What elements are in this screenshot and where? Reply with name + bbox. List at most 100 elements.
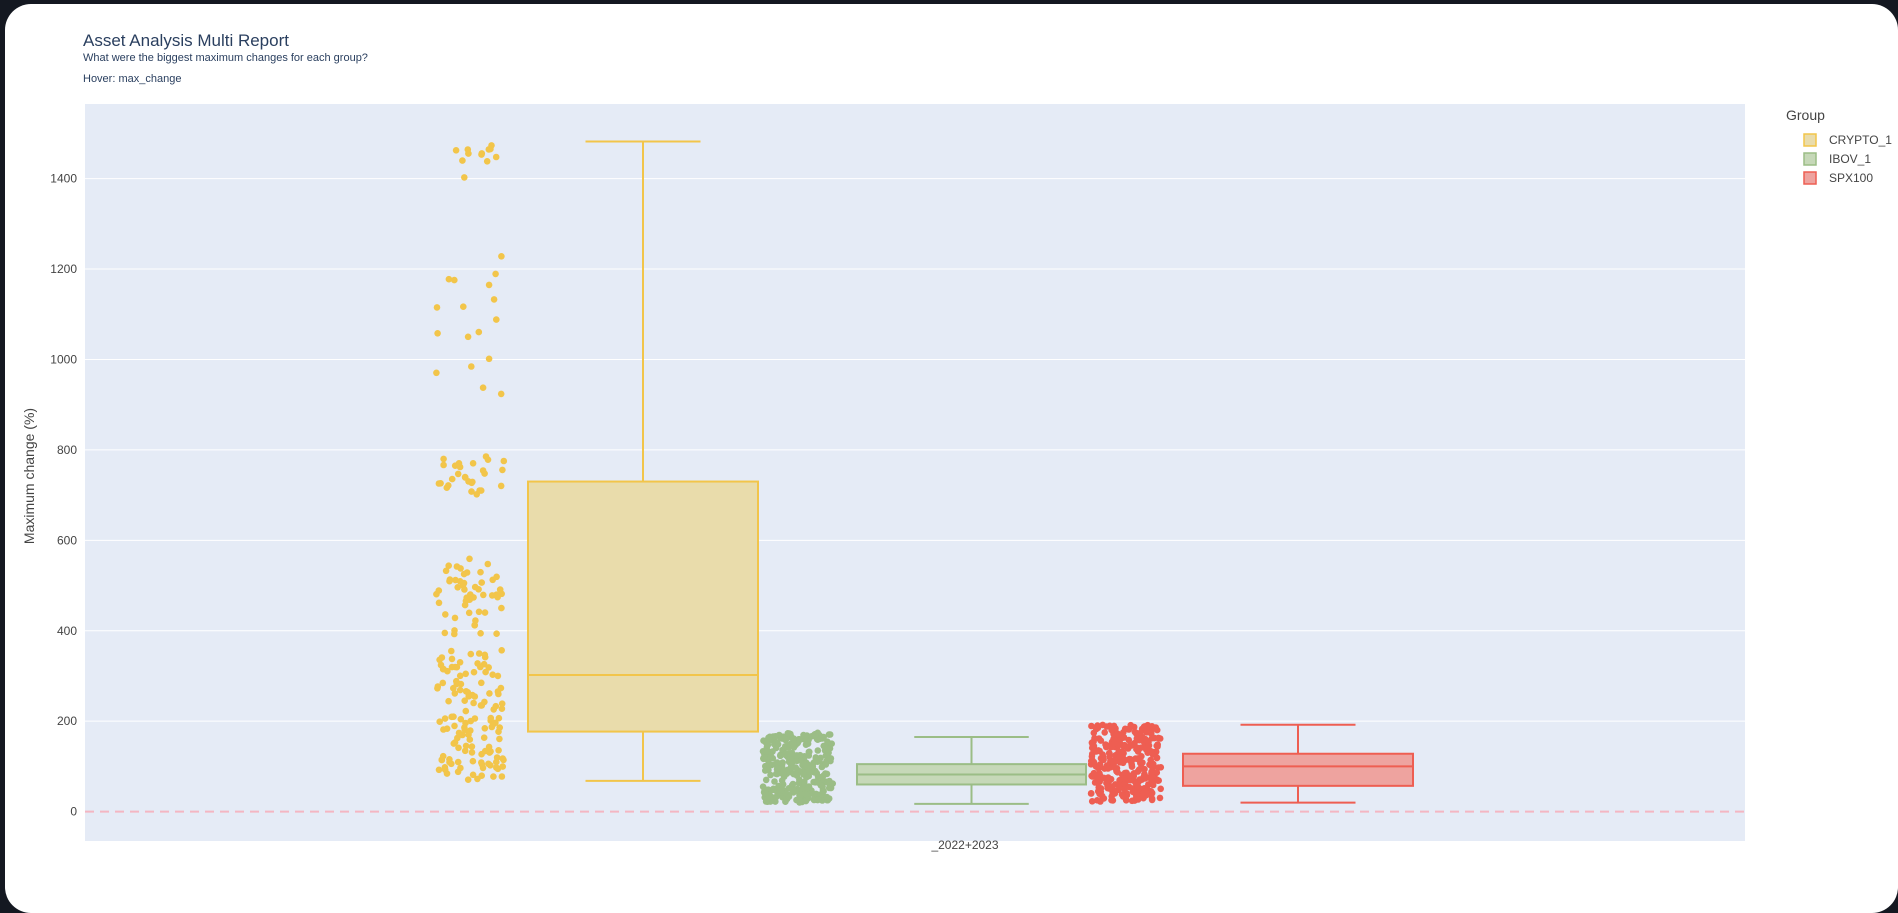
- data-point: [1143, 789, 1150, 796]
- data-point: [474, 660, 481, 667]
- data-point: [781, 743, 789, 750]
- hover-note: Hover: max_change: [83, 73, 181, 85]
- data-point: [793, 752, 801, 759]
- data-point: [805, 768, 812, 775]
- y-tick-label: 1200: [50, 262, 77, 276]
- data-point: [1115, 747, 1122, 755]
- data-point: [470, 699, 477, 707]
- data-point: [498, 253, 505, 260]
- legend-label: IBOV_1: [1829, 152, 1871, 166]
- data-point: [1087, 790, 1095, 797]
- data-point: [1100, 756, 1107, 764]
- data-point: [442, 567, 450, 575]
- data-point: [773, 770, 781, 778]
- data-point: [485, 743, 493, 751]
- data-point: [763, 796, 771, 803]
- data-point: [777, 734, 784, 741]
- data-point: [466, 555, 473, 563]
- data-point: [1108, 796, 1115, 804]
- data-point: [811, 730, 819, 738]
- data-point: [481, 698, 488, 706]
- data-point: [445, 697, 452, 705]
- data-point: [460, 579, 468, 587]
- data-point: [457, 715, 465, 723]
- data-point: [460, 570, 468, 578]
- data-point: [770, 786, 777, 793]
- data-point: [461, 601, 469, 609]
- data-point: [485, 355, 493, 363]
- data-point: [762, 776, 770, 784]
- data-point: [462, 719, 469, 727]
- data-point: [777, 752, 784, 759]
- data-point: [468, 479, 476, 487]
- x-tick-label: _2022+2023: [930, 838, 998, 852]
- data-point: [457, 764, 464, 772]
- data-point: [481, 470, 488, 477]
- data-point: [456, 686, 464, 694]
- data-point: [481, 609, 489, 616]
- data-point: [439, 679, 447, 687]
- chart-subtitle: What were the biggest maximum changes fo…: [83, 52, 368, 64]
- data-point: [814, 778, 821, 785]
- legend-swatch: [1803, 133, 1817, 147]
- data-point: [459, 157, 466, 164]
- data-point: [475, 586, 482, 593]
- data-point: [1104, 765, 1112, 772]
- data-point: [450, 713, 457, 720]
- data-point: [1126, 783, 1133, 791]
- data-point: [1129, 788, 1137, 796]
- data-point: [489, 721, 497, 728]
- data-point: [793, 772, 801, 779]
- data-point: [453, 677, 460, 685]
- box-body: [1182, 752, 1414, 787]
- data-point: [1156, 794, 1164, 802]
- data-point: [468, 363, 475, 370]
- data-point: [796, 736, 803, 743]
- data-point: [1134, 730, 1141, 737]
- data-point: [461, 586, 468, 593]
- data-point: [498, 700, 506, 707]
- data-point: [477, 630, 484, 637]
- data-point: [464, 776, 472, 783]
- data-point: [456, 659, 464, 666]
- data-point: [764, 741, 772, 749]
- box-plot-chart[interactable]: Asset Analysis Multi Report What were th…: [5, 4, 1898, 913]
- data-point: [455, 744, 462, 752]
- data-point: [497, 390, 505, 398]
- data-point: [461, 747, 469, 755]
- data-point: [492, 153, 500, 161]
- data-point: [498, 604, 505, 612]
- data-point: [462, 707, 470, 715]
- data-point: [774, 765, 782, 772]
- data-point: [824, 745, 832, 753]
- data-point: [772, 733, 779, 740]
- data-point: [496, 586, 504, 593]
- data-point: [773, 793, 780, 801]
- data-point: [1128, 742, 1135, 749]
- data-point: [791, 788, 799, 795]
- data-point: [1091, 734, 1098, 742]
- data-point: [478, 579, 486, 586]
- data-point: [1121, 725, 1129, 733]
- data-point: [461, 697, 469, 704]
- chart-card: Asset Analysis Multi Report What were th…: [5, 4, 1898, 913]
- data-point: [450, 740, 458, 747]
- data-point: [454, 584, 462, 591]
- data-point: [1110, 759, 1118, 767]
- data-point: [461, 174, 468, 181]
- data-point: [478, 772, 486, 779]
- series-crypto-1: [433, 140, 759, 783]
- box-body: [527, 480, 759, 733]
- data-point: [793, 796, 800, 804]
- data-point: [1116, 759, 1124, 766]
- data-point: [433, 369, 440, 377]
- data-point: [499, 763, 507, 770]
- y-tick-label: 400: [57, 624, 77, 638]
- data-point: [440, 461, 447, 469]
- data-point: [826, 777, 833, 785]
- data-point: [437, 480, 444, 487]
- data-point: [1105, 749, 1113, 757]
- data-point: [1153, 726, 1161, 734]
- data-point: [485, 664, 493, 671]
- data-point: [1100, 774, 1108, 782]
